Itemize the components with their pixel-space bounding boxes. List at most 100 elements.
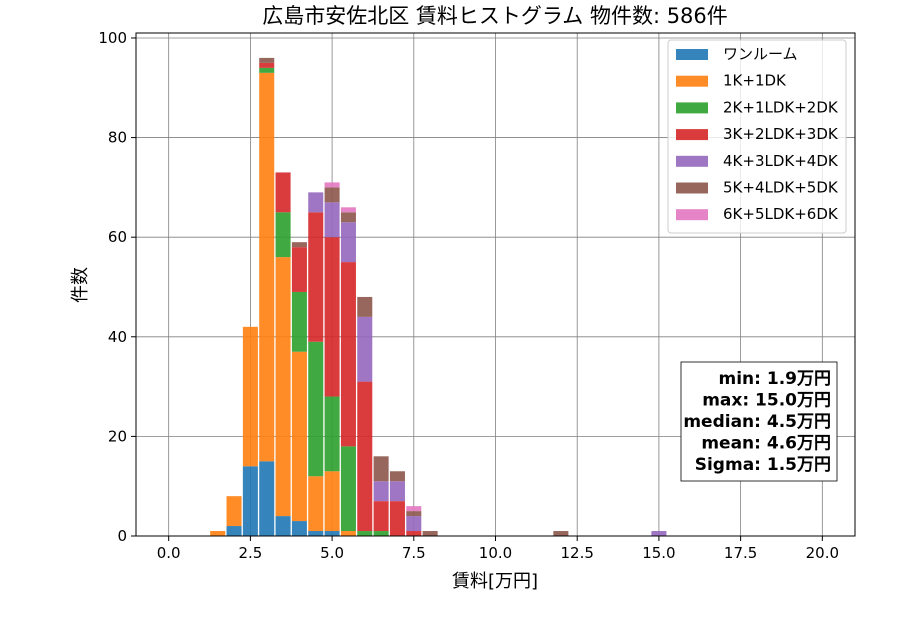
stats-line: Sigma: 1.5万円 <box>695 455 831 475</box>
bar-segment <box>324 471 340 532</box>
bar-segment <box>373 456 389 482</box>
legend-swatch <box>676 75 708 87</box>
legend-swatch <box>676 209 708 221</box>
y-tick-label: 60 <box>108 228 127 246</box>
bar-segment <box>324 202 340 238</box>
bar-segment <box>324 396 340 472</box>
stats-box-frame <box>680 361 838 482</box>
chart-title: 広島市安佐北区 賃料ヒストグラム 物件数: 586件 <box>262 4 728 28</box>
bar-segment <box>340 446 356 532</box>
bar-segment <box>210 531 226 536</box>
x-tick-label: 5.0 <box>320 544 344 562</box>
bar-segment <box>259 461 275 536</box>
bar-segment <box>373 501 389 532</box>
bar-segment <box>275 257 291 517</box>
bar-segment <box>291 521 307 536</box>
legend-box <box>667 39 847 234</box>
legend-label: ワンルーム <box>723 45 798 63</box>
bar-segment <box>406 516 422 532</box>
stats-line: mean: 4.6万円 <box>701 434 831 454</box>
bar-segment <box>226 496 242 527</box>
bar-segment <box>226 526 242 536</box>
legend-label: 1K+1DK <box>723 72 787 90</box>
x-tick-label: 12.5 <box>561 544 594 562</box>
legend-label: 4K+3LDK+4DK <box>723 152 839 170</box>
legend-label: 3K+2LDK+3DK <box>723 125 839 143</box>
y-tick-label: 100 <box>98 29 127 47</box>
bar-segment <box>308 476 324 532</box>
stats-line: median: 4.5万円 <box>683 412 831 432</box>
y-tick-label: 20 <box>108 427 127 445</box>
bar-segment <box>275 516 291 536</box>
bar-segment <box>324 531 340 536</box>
bar-segment <box>389 471 405 482</box>
bar-segment <box>308 341 324 477</box>
x-tick-label: 20.0 <box>806 544 839 562</box>
bar-segment <box>340 212 356 223</box>
bar-segment <box>275 172 291 213</box>
bar-segment <box>340 222 356 263</box>
x-axis-ticks: 0.0 2.5 5.0 7.5 10.0 12.5 15.0 17.5 20.0 <box>157 536 839 562</box>
legend-label: 2K+1LDK+2DK <box>723 98 839 116</box>
y-tick-label: 0 <box>117 527 127 545</box>
legend-swatch <box>676 155 708 167</box>
legend-swatch <box>676 129 708 141</box>
x-tick-label: 10.0 <box>479 544 512 562</box>
bar-segment <box>357 381 373 532</box>
bar-segment <box>373 481 389 502</box>
bar-segment <box>291 242 307 248</box>
bar-segment <box>373 531 389 536</box>
bar-segment <box>291 291 307 352</box>
bar-segment <box>324 237 340 397</box>
bar-segment <box>259 72 275 462</box>
bar-segment <box>389 481 405 502</box>
y-axis-ticks: 0 20 40 60 80 100 <box>98 29 136 545</box>
legend-swatch <box>676 182 708 194</box>
bar-segment <box>259 62 275 68</box>
bar-segment <box>308 531 324 536</box>
stats-line: max: 15.0万円 <box>702 391 831 411</box>
x-tick-label: 17.5 <box>724 544 757 562</box>
bar-segment <box>406 511 422 517</box>
x-tick-label: 0.0 <box>157 544 181 562</box>
bar-segment <box>357 296 373 317</box>
bar-segment <box>308 192 324 213</box>
bar-segment <box>324 187 340 203</box>
y-axis-label: 件数 <box>70 267 91 303</box>
bar-segment <box>406 531 422 536</box>
bar-segment <box>651 531 667 536</box>
bar-segment <box>406 506 422 512</box>
bar-segment <box>324 182 340 188</box>
bar-segment <box>259 67 275 73</box>
legend-label: 6K+5LDK+6DK <box>723 205 839 223</box>
legend-label: 5K+4LDK+5DK <box>723 179 839 197</box>
bars <box>210 57 667 536</box>
bar-segment <box>340 207 356 213</box>
stats-line: min: 1.9万円 <box>719 369 831 389</box>
x-axis-label: 賃料[万円] <box>452 571 538 592</box>
bar-segment <box>259 57 275 63</box>
bar-segment <box>340 531 356 536</box>
bar-segment <box>357 316 373 382</box>
y-tick-label: 80 <box>108 129 127 147</box>
legend: ワンルーム 1K+1DK 2K+1LDK+2DK 3K+2LDK+3DK 4K+3LDK… <box>667 39 847 234</box>
bar-segment <box>291 351 307 522</box>
bar-segment <box>340 262 356 447</box>
bar-segment <box>275 212 291 258</box>
bar-segment <box>553 531 569 536</box>
bar-segment <box>308 212 324 342</box>
bar-segment <box>422 531 438 536</box>
bar-segment <box>242 466 258 536</box>
x-tick-label: 7.5 <box>402 544 426 562</box>
bar-segment <box>357 531 373 536</box>
x-tick-label: 15.0 <box>642 544 675 562</box>
bar-segment <box>242 326 258 467</box>
bar-segment <box>389 501 405 536</box>
x-tick-label: 2.5 <box>238 544 262 562</box>
legend-swatch <box>676 49 708 60</box>
y-tick-label: 40 <box>108 328 127 346</box>
legend-swatch <box>676 102 708 114</box>
bar-segment <box>291 247 307 292</box>
